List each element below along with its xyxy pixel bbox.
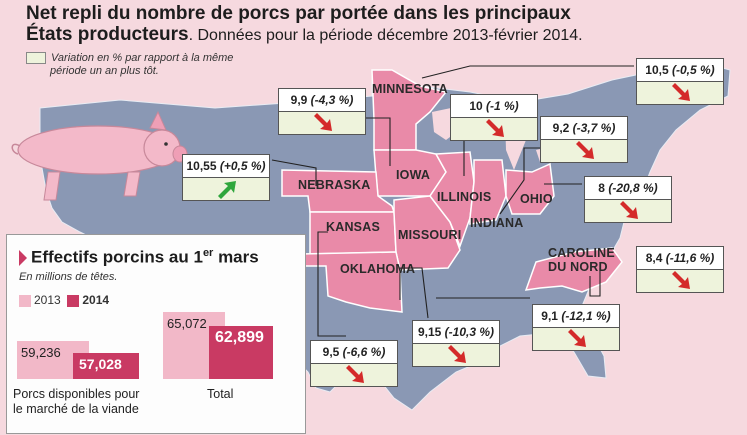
- down-arrow-shape: [576, 141, 594, 159]
- down-arrow-shape: [672, 83, 690, 101]
- value-2013: 59,236: [21, 345, 61, 361]
- panel-subtitle: En millions de têtes.: [19, 271, 118, 283]
- callout-oklahoma: 9,1 (-12,1 %): [532, 304, 620, 351]
- legend-2014: 2014: [82, 293, 110, 307]
- callout-nebraska: 10,55 (+0,5 %): [182, 154, 270, 201]
- ohio-shape: [505, 162, 555, 215]
- value-2014: 62,899: [215, 328, 264, 346]
- state-label-nebraska: NEBRASKA: [298, 178, 371, 192]
- state-label-minnesota: MINNESOTA: [372, 82, 448, 96]
- callout-illinois: 10 (-1 %): [450, 94, 538, 141]
- callout-minnesota: 10,5 (-0,5 %): [636, 58, 724, 105]
- callout-missouri: 9,15 (-10,3 %): [412, 320, 500, 367]
- value-2014: 57,028: [79, 355, 122, 372]
- down-arrow-shape: [672, 271, 690, 289]
- pig-stock-panel: Effectifs porcins au 1er mars En million…: [6, 234, 306, 434]
- down-arrow-icon: [672, 83, 690, 101]
- state-label-missouri: MISSOURI: [398, 228, 462, 242]
- down-arrow-shape: [314, 113, 332, 131]
- swatch-2013: [19, 294, 31, 307]
- pig-illustration: [11, 110, 188, 201]
- title-line2: États producteurs: [26, 24, 189, 45]
- panel-legend: 2013 2014: [19, 293, 109, 307]
- nc-shape: [524, 247, 623, 293]
- map-legend: Variation en % par rapport à la même pér…: [26, 52, 286, 78]
- state-label-ohio: OHIO: [520, 192, 553, 206]
- down-arrow-icon: [486, 119, 504, 137]
- callout-ohio: 8 (-20,8 %): [584, 176, 672, 223]
- down-arrow-shape: [620, 201, 638, 219]
- up-arrow-icon: [218, 181, 236, 199]
- triangle-marker-icon: [19, 250, 27, 267]
- callout-indiana: 9,2 (-3,7 %): [540, 116, 628, 163]
- state-label-caroline: CAROLINE DU NORD: [548, 246, 615, 274]
- caption-total: Total: [207, 387, 234, 401]
- down-arrow-shape: [486, 119, 504, 137]
- leader-lines: [271, 65, 634, 337]
- state-label-indiana: INDIANA: [470, 216, 524, 230]
- callout-caroline: 8,4 (-11,6 %): [636, 246, 724, 293]
- illinois-shape: [429, 151, 475, 249]
- caption-market: Porcs disponibles pour le marché de la vi…: [13, 387, 140, 416]
- state-label-oklahoma: OKLAHOMA: [340, 262, 416, 276]
- down-arrow-shape: [346, 365, 364, 383]
- legend-2013: 2013: [34, 293, 61, 307]
- indiana-shape: [469, 159, 507, 225]
- state-label-illinois: ILLINOIS: [437, 190, 492, 204]
- main-title: Net repli du nombre de porcs par portée …: [26, 3, 741, 46]
- legend-line2: période un an plus tôt.: [50, 65, 159, 77]
- down-arrow-icon: [620, 201, 638, 219]
- callout-iowa: 9,9 (-4,3 %): [278, 88, 366, 135]
- down-arrow-icon: [346, 365, 364, 383]
- value-2013: 65,072: [167, 316, 207, 332]
- oklahoma-shape: [299, 251, 403, 313]
- down-arrow-shape: [448, 345, 466, 363]
- down-arrow-icon: [576, 141, 594, 159]
- title-line1: Net repli du nombre de porcs par portée …: [26, 3, 571, 24]
- down-arrow-icon: [314, 113, 332, 131]
- bar-2014: [73, 352, 139, 379]
- legend-line1: Variation en % par rapport à la même: [51, 52, 234, 64]
- legend-swatch: [26, 52, 46, 65]
- state-label-iowa: IOWA: [396, 168, 431, 182]
- panel-title: Effectifs porcins au 1er mars: [19, 247, 259, 268]
- subtitle: . Données pour la période décembre 2013-…: [188, 27, 583, 44]
- callout-kansas: 9,5 (-6,6 %): [310, 340, 398, 387]
- bar-2014: [209, 325, 273, 379]
- down-arrow-icon: [568, 329, 586, 347]
- state-label-kansas: KANSAS: [326, 220, 380, 234]
- down-arrow-icon: [448, 345, 466, 363]
- highlighted-states: [281, 69, 623, 313]
- swatch-2014: [67, 294, 80, 307]
- down-arrow-shape: [568, 329, 586, 347]
- up-arrow-shape: [218, 181, 236, 199]
- down-arrow-icon: [672, 271, 690, 289]
